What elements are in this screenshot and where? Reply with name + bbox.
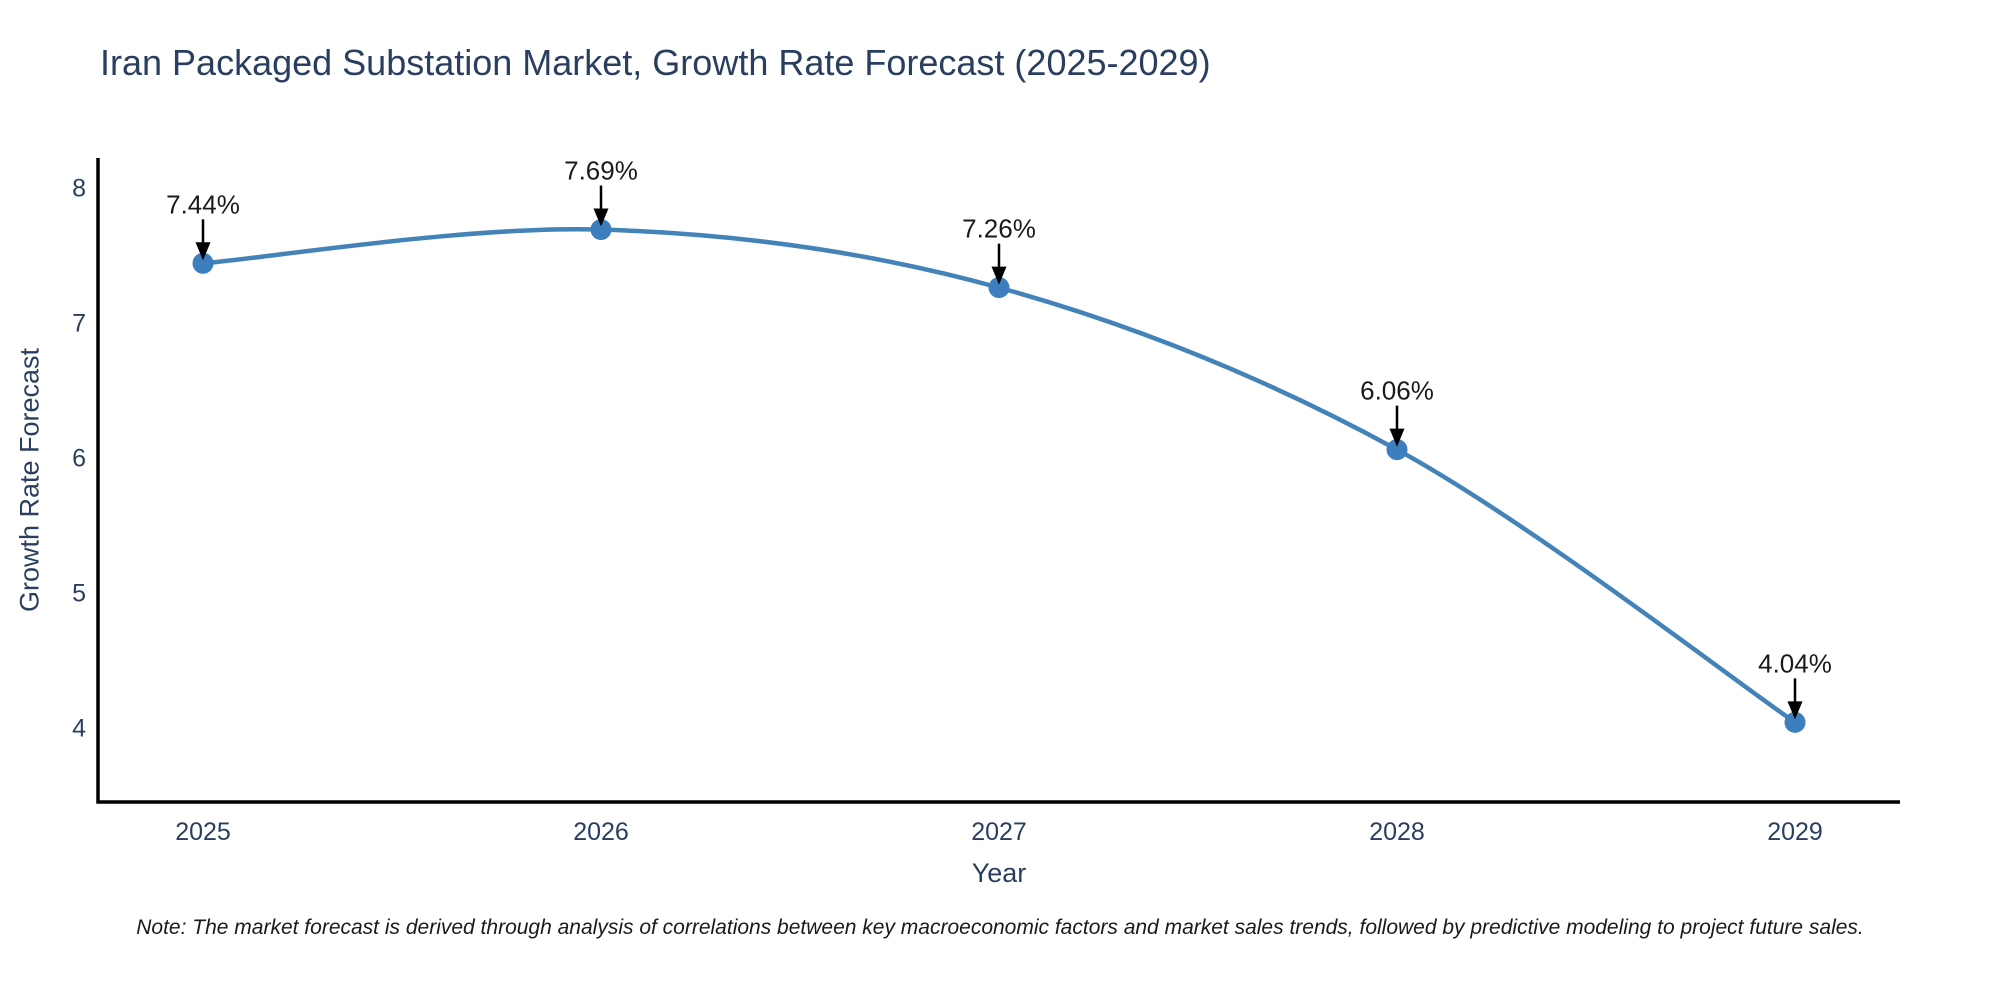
- chart-title: Iran Packaged Substation Market, Growth …: [100, 42, 1211, 83]
- data-point-2026[interactable]: [590, 219, 612, 241]
- x-tick-label: 2028: [1369, 818, 1425, 846]
- data-point-2028[interactable]: [1386, 439, 1408, 461]
- annotation-arrowhead-icon: [1389, 428, 1405, 447]
- axis-lines: [96, 158, 1900, 804]
- annotation-arrowhead-icon: [991, 266, 1007, 285]
- point-value-label: 6.06%: [1360, 376, 1434, 406]
- data-point-2027[interactable]: [988, 277, 1010, 299]
- y-axis-title: Growth Rate Forecast: [14, 347, 45, 613]
- x-tick-label: 2027: [971, 818, 1027, 846]
- y-tick-label: 5: [72, 580, 86, 608]
- y-tick-label: 7: [72, 310, 86, 338]
- annotation-arrowhead-icon: [593, 208, 609, 227]
- x-tick-label: 2025: [175, 818, 231, 846]
- point-value-label: 4.04%: [1758, 648, 1832, 678]
- chart-footnote: Note: The market forecast is derived thr…: [136, 916, 1864, 939]
- y-tick-label: 8: [72, 175, 86, 203]
- point-value-label: 7.69%: [564, 156, 638, 186]
- forecast-line-series: [200, 226, 1798, 725]
- x-axis-title: Year: [971, 858, 1027, 888]
- point-value-label: 7.44%: [166, 189, 240, 219]
- annotation-arrowhead-icon: [1787, 701, 1803, 720]
- x-tick-label: 2029: [1767, 818, 1823, 846]
- y-tick-label: 4: [72, 715, 86, 743]
- x-tick-label: 2026: [573, 818, 629, 846]
- y-tick-label: 6: [72, 445, 86, 473]
- data-point-2025[interactable]: [192, 252, 214, 274]
- annotation-arrowhead-icon: [195, 242, 211, 261]
- data-point-2029[interactable]: [1784, 711, 1806, 733]
- point-value-label: 7.26%: [962, 214, 1036, 244]
